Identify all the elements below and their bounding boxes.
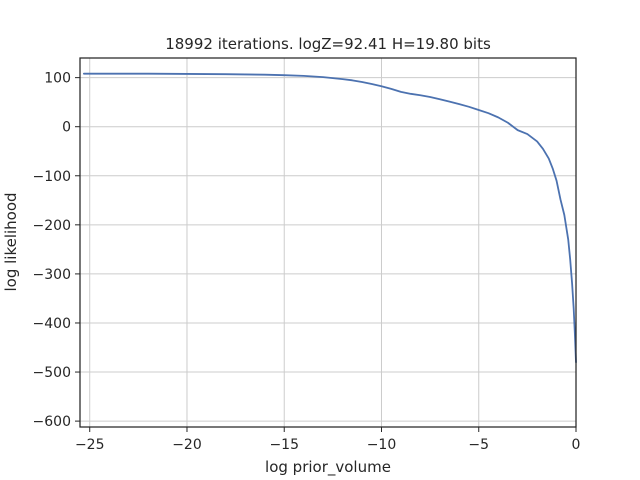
plot-frame: [79, 57, 577, 428]
y-axis-label: log likelihood: [2, 192, 20, 291]
y-tick-label: −100: [33, 169, 71, 185]
x-tick-label: −10: [367, 437, 397, 453]
x-tick-label: −15: [269, 437, 299, 453]
y-tick-label: −600: [33, 414, 71, 430]
x-tick-label: −5: [468, 437, 489, 453]
y-tick-label: 100: [44, 71, 71, 87]
y-tick-label: −400: [33, 316, 71, 332]
x-tick-label: −25: [75, 437, 105, 453]
y-tick-label: −300: [33, 267, 71, 283]
grid-layer: [80, 58, 577, 427]
y-tick-label: −200: [33, 218, 71, 234]
series-line: [82, 72, 577, 364]
chart-title: 18992 iterations. logZ=92.41 H=19.80 bit…: [165, 35, 491, 53]
y-tick-label: −500: [33, 365, 71, 381]
y-tick-label: 0: [62, 120, 71, 136]
series-layer: [82, 72, 577, 364]
ticks-layer: −25 −20 −15 −10 −5 0 100 0 −100 −200 −300 −400 −500 −…: [33, 71, 581, 453]
x-axis-label: log prior_volume: [265, 458, 391, 477]
x-tick-label: −20: [172, 437, 202, 453]
x-tick-label: 0: [572, 437, 581, 453]
